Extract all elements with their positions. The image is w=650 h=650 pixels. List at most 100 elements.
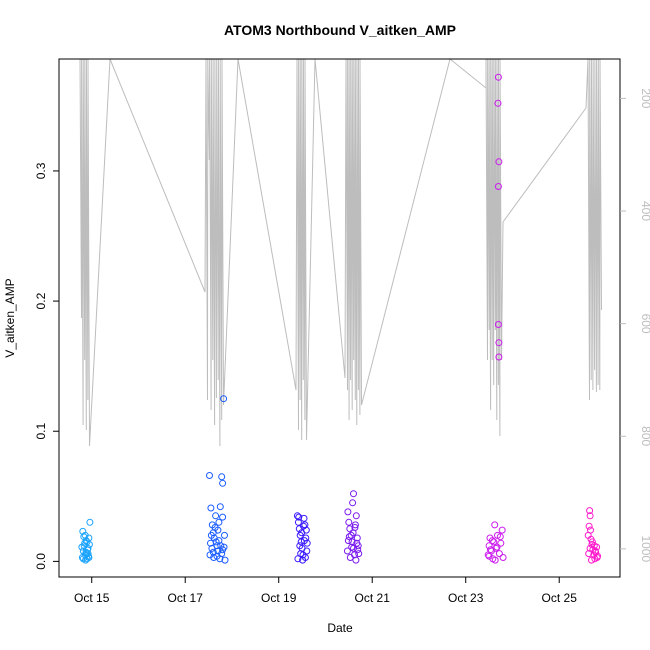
data-point xyxy=(294,518,302,526)
data-point xyxy=(221,531,228,539)
data-point xyxy=(217,542,225,550)
data-point xyxy=(491,556,499,564)
data-point xyxy=(495,550,503,558)
data-point xyxy=(495,339,503,347)
data-point xyxy=(299,556,307,564)
data-point xyxy=(588,538,596,546)
data-point xyxy=(345,533,353,541)
data-point xyxy=(207,504,215,512)
secondary-tick-label: 200 xyxy=(639,88,650,108)
data-point xyxy=(220,395,228,403)
data-point xyxy=(495,158,503,166)
data-point xyxy=(344,508,352,516)
data-point xyxy=(497,539,505,547)
data-point xyxy=(348,538,356,546)
data-point xyxy=(211,524,219,531)
data-point xyxy=(302,526,310,534)
secondary-tick-label: 600 xyxy=(639,314,650,334)
data-point xyxy=(78,543,86,551)
data-point xyxy=(303,547,311,555)
data-point xyxy=(586,544,594,552)
data-point xyxy=(219,513,227,521)
x-tick-label: Oct 23 xyxy=(448,591,484,605)
data-point xyxy=(221,556,229,564)
y-axis-secondary: 200 400 600 800 1000 xyxy=(620,88,650,562)
data-point xyxy=(355,550,363,558)
data-point xyxy=(84,550,92,558)
data-point xyxy=(343,547,351,555)
x-tick-label: Oct 25 xyxy=(542,591,578,605)
x-tick-label: Oct 17 xyxy=(168,591,204,605)
data-point xyxy=(586,507,594,515)
data-point xyxy=(216,503,224,511)
y-tick-label: 0.3 xyxy=(34,162,48,179)
secondary-tick-label: 400 xyxy=(639,201,650,221)
data-point xyxy=(80,533,88,541)
data-point xyxy=(491,521,499,529)
data-point xyxy=(588,556,595,564)
data-point xyxy=(82,548,90,556)
data-point xyxy=(219,546,227,554)
y-tick-label: 0.1 xyxy=(34,423,48,440)
secondary-series-layer xyxy=(79,58,602,447)
chart-title: ATOM3 Northbound V_aitken_AMP xyxy=(224,22,456,38)
y-axis-label: V_aitken_AMP xyxy=(3,278,17,357)
data-point xyxy=(354,546,362,554)
data-point xyxy=(213,552,221,560)
data-point xyxy=(344,537,352,545)
data-point xyxy=(593,554,601,561)
data-point xyxy=(585,550,593,558)
data-point xyxy=(493,543,501,551)
data-point xyxy=(345,518,353,526)
x-tick-label: Oct 15 xyxy=(74,591,110,605)
data-point xyxy=(352,512,360,520)
data-point xyxy=(218,473,226,481)
data-point xyxy=(488,537,496,545)
data-point xyxy=(346,554,354,561)
data-point xyxy=(586,512,594,520)
data-point xyxy=(348,543,356,551)
data-point xyxy=(585,522,593,530)
x-axis: Oct 15 Oct 17 Oct 19 Oct 21 Oct 23 Oct 25 xyxy=(74,576,578,605)
data-point xyxy=(207,539,214,547)
secondary-trace-line xyxy=(79,58,602,447)
data-point xyxy=(207,531,215,539)
data-point xyxy=(494,73,502,81)
x-tick-label: Oct 21 xyxy=(355,591,391,605)
data-point xyxy=(219,479,227,487)
secondary-tick-label: 1000 xyxy=(639,535,650,562)
y-tick-label: 0.2 xyxy=(34,292,48,309)
data-point xyxy=(206,472,213,479)
data-point xyxy=(352,556,360,564)
data-point xyxy=(349,499,357,507)
y-axis: 0.0 0.1 0.2 0.3 xyxy=(34,162,59,570)
data-point xyxy=(300,537,308,545)
data-point xyxy=(496,533,504,541)
data-point xyxy=(297,550,305,558)
data-point xyxy=(208,544,216,552)
data-point xyxy=(300,514,308,522)
data-point xyxy=(301,521,309,529)
data-point xyxy=(350,490,357,498)
data-point xyxy=(296,542,304,550)
data-point xyxy=(487,546,494,554)
data-point xyxy=(499,554,507,561)
x-tick-label: Oct 19 xyxy=(261,591,297,605)
data-point xyxy=(293,512,301,520)
data-point xyxy=(498,526,506,534)
data-point xyxy=(494,99,502,107)
data-point xyxy=(215,518,223,526)
data-point xyxy=(209,548,217,556)
data-point xyxy=(485,552,493,560)
data-point xyxy=(494,183,502,190)
data-point xyxy=(351,521,359,529)
data-point xyxy=(351,524,359,531)
points-layer xyxy=(78,73,602,564)
data-point xyxy=(86,518,94,526)
x-axis-label: Date xyxy=(327,621,353,635)
data-point xyxy=(85,554,93,561)
data-point xyxy=(294,555,302,563)
data-point xyxy=(490,538,498,546)
data-point xyxy=(83,538,91,546)
